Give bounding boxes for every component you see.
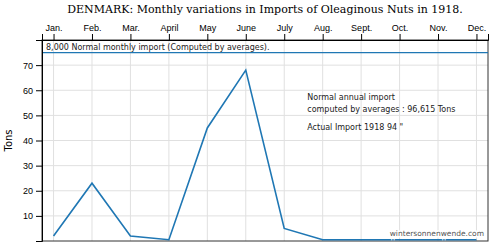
- grid-line-y: [42, 140, 488, 141]
- grid-line-y: [42, 165, 488, 166]
- x-tick-label: Mar.: [122, 23, 140, 33]
- reference-label: 8,000 Normal monthly import (Computed by…: [46, 43, 270, 52]
- plot-frame: [42, 40, 488, 241]
- data-line: [54, 70, 477, 240]
- x-tick-mark: [92, 34, 93, 40]
- y-tick-mark: [36, 191, 42, 192]
- y-tick: 60: [23, 86, 42, 96]
- y-tick: 10: [23, 211, 42, 221]
- y-tick: 70: [23, 61, 42, 71]
- y-tick-label: 50: [23, 111, 33, 121]
- x-tick-label: April: [160, 23, 178, 33]
- y-tick-label: 30: [23, 161, 33, 171]
- annotation: computed by averages : 96,615 Tons: [307, 105, 455, 114]
- x-tick-mark: [323, 34, 324, 40]
- x-tick-mark: [207, 34, 208, 40]
- x-tick: Oct.: [392, 23, 409, 40]
- marks: [42, 53, 488, 240]
- x-tick: Sept.: [351, 23, 372, 40]
- y-tick-label: 70: [23, 61, 33, 71]
- grid-line-y: [42, 90, 488, 91]
- y-tick-mark: [36, 90, 42, 91]
- x-tick-label: June: [237, 23, 257, 33]
- x-tick-label: Feb.: [83, 23, 101, 33]
- x-tick-mark: [54, 34, 55, 40]
- x-tick: Dec.: [468, 23, 487, 40]
- x-tick: Aug.: [314, 23, 333, 40]
- y-tick-label: 40: [23, 136, 33, 146]
- title: DENMARK: Monthly variations in Imports o…: [67, 3, 463, 16]
- grid: [42, 40, 488, 241]
- x-tick-label: Dec.: [468, 23, 487, 33]
- x-tick-mark: [246, 34, 247, 40]
- grid-line-y: [42, 215, 488, 216]
- chart: Jan. Feb. Mar. April May June July Aug. Sept. Oct…: [0, 0, 500, 249]
- x-axis: Jan. Feb. Mar. April May June July Aug. Sept. Oct…: [43, 23, 489, 41]
- x-tick: Mar.: [122, 23, 140, 40]
- y-tick-label: 20: [23, 186, 33, 196]
- y-axis: 10 20 30 40 50 60 70: [23, 41, 43, 242]
- y-tick: 40: [23, 136, 42, 146]
- y-tick-mark: [36, 115, 42, 116]
- annotation: Actual Import 1918 94 ": [307, 123, 403, 132]
- x-tick-label: Oct.: [392, 23, 409, 33]
- x-tick-mark: [130, 34, 131, 40]
- x-tick: April: [160, 23, 178, 40]
- reference-line: [42, 52, 488, 53]
- x-tick: Jan.: [46, 23, 63, 40]
- plot: Jan. Feb. Mar. April May June July Aug. Sept. Oct…: [23, 23, 489, 242]
- x-tick: July: [277, 23, 294, 40]
- x-tick: May: [199, 23, 217, 40]
- x-tick-mark: [400, 34, 401, 40]
- x-tick-label: Sept.: [351, 23, 372, 33]
- y-label: Tons: [3, 129, 14, 152]
- x-tick-label: Nov.: [430, 23, 448, 33]
- y-axis-line: [36, 41, 43, 242]
- x-tick: Nov.: [430, 23, 448, 40]
- x-tick-mark: [361, 34, 362, 40]
- x-tick: June: [237, 23, 257, 40]
- x-tick: Feb.: [83, 23, 101, 40]
- y-tick-mark: [36, 216, 42, 217]
- watermark: wintersonnenwende.com: [390, 229, 484, 238]
- y-tick: 50: [23, 111, 42, 121]
- x-tick-mark: [169, 34, 170, 40]
- y-tick-label: 60: [23, 86, 33, 96]
- x-tick-mark: [476, 34, 477, 40]
- grid-line-y: [42, 190, 488, 191]
- x-tick-mark: [284, 34, 285, 40]
- x-tick-label: July: [277, 23, 294, 33]
- grid-line-y: [42, 115, 488, 116]
- x-tick-mark: [438, 34, 439, 40]
- y-tick: 20: [23, 186, 42, 196]
- x-tick-label: Aug.: [314, 23, 333, 33]
- x-tick-label: May: [199, 23, 217, 33]
- x-axis-line: [43, 34, 489, 41]
- x-tick-label: Jan.: [46, 23, 63, 33]
- y-tick-label: 10: [23, 211, 33, 221]
- grid-line-y: [42, 65, 488, 66]
- y-tick-mark: [36, 166, 42, 167]
- y-tick-mark: [36, 65, 42, 66]
- y-tick-mark: [36, 141, 42, 142]
- annotation: Normal annual import: [307, 93, 395, 102]
- y-tick: 30: [23, 161, 42, 171]
